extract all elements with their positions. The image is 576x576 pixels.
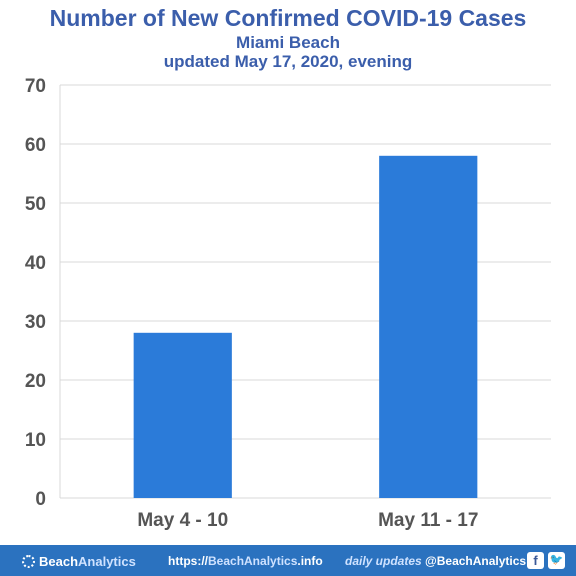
- facebook-icon[interactable]: f: [527, 552, 544, 569]
- url-brand: BeachAnalytics: [208, 554, 298, 568]
- url-suffix: .info: [297, 554, 323, 568]
- y-tick-label: 0: [35, 489, 46, 510]
- brand-suffix: Analytics: [78, 554, 136, 569]
- brand-prefix: Beach: [39, 554, 79, 569]
- y-tick-label: 30: [25, 312, 46, 333]
- y-tick-label: 40: [25, 253, 46, 274]
- bar: [133, 332, 232, 498]
- y-tick-label: 20: [25, 371, 46, 392]
- chart-title: Number of New Confirmed COVID-19 Cases: [49, 5, 527, 31]
- y-tick-label: 50: [25, 194, 46, 215]
- url-prefix: https://: [168, 554, 208, 568]
- y-tick-label: 10: [25, 430, 46, 451]
- footer-bar: BeachAnalytics https://BeachAnalytics.in…: [0, 545, 576, 576]
- daily-updates-label: daily updates: [345, 554, 422, 568]
- chart-subtitle: Miami Beach: [236, 33, 340, 52]
- daily-updates: daily updates @BeachAnalytics: [345, 554, 526, 568]
- twitter-icon[interactable]: 🐦: [548, 552, 565, 569]
- x-tick-label: May 11 - 17: [378, 510, 478, 531]
- y-tick-label: 60: [25, 135, 46, 156]
- brand-logo: BeachAnalytics: [22, 554, 136, 569]
- x-tick-label: May 4 - 10: [137, 510, 228, 531]
- bar-chart: 0 10 20 30 40 50 60 70 May 4 - 10 May 11 - 17: [25, 76, 551, 531]
- social-handle[interactable]: @BeachAnalytics: [425, 554, 527, 568]
- chart-update-note: updated May 17, 2020, evening: [163, 52, 413, 71]
- y-tick-label: 70: [25, 76, 46, 97]
- bar: [379, 155, 478, 499]
- website-link[interactable]: https://BeachAnalytics.info: [168, 554, 323, 568]
- logo-ring-icon: [22, 555, 35, 568]
